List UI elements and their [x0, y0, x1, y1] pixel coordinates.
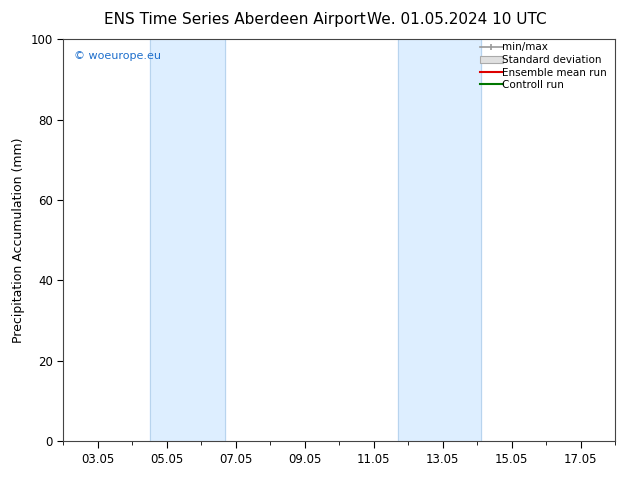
- Y-axis label: Precipitation Accumulation (mm): Precipitation Accumulation (mm): [12, 137, 25, 343]
- Legend: min/max, Standard deviation, Ensemble mean run, Controll run: min/max, Standard deviation, Ensemble me…: [480, 42, 612, 90]
- Text: © woeurope.eu: © woeurope.eu: [74, 51, 162, 61]
- Bar: [150, 39, 226, 441]
- Bar: [398, 39, 481, 441]
- Text: We. 01.05.2024 10 UTC: We. 01.05.2024 10 UTC: [366, 12, 547, 27]
- Text: ENS Time Series Aberdeen Airport: ENS Time Series Aberdeen Airport: [104, 12, 365, 27]
